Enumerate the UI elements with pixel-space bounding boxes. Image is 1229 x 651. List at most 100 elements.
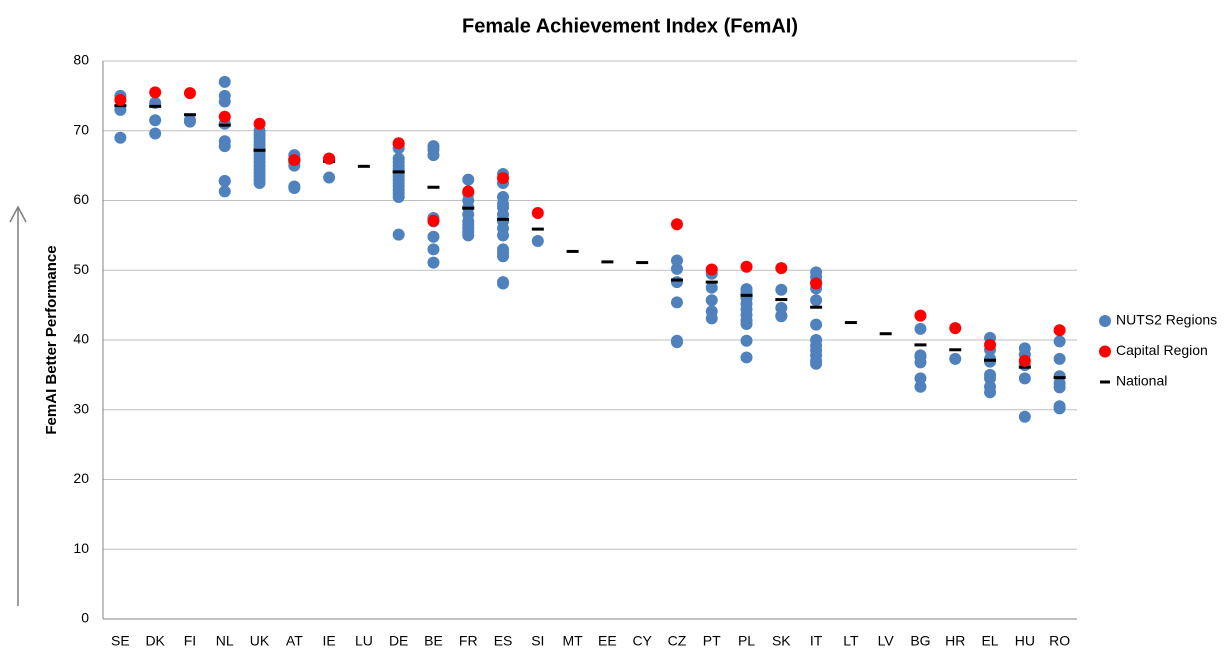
y-tick-label: 20 (73, 470, 89, 486)
dot (392, 228, 405, 241)
x-tick-label: FI (184, 633, 196, 649)
legend-label: Capital Region (1116, 342, 1208, 358)
dot (705, 263, 718, 276)
y-tick-label: 40 (73, 331, 89, 347)
dot (670, 218, 683, 231)
dot (670, 254, 683, 267)
dot (427, 243, 440, 256)
dot (218, 140, 231, 153)
x-tick-label: SE (111, 633, 130, 649)
dot (705, 281, 718, 294)
dot (705, 312, 718, 325)
national-mark (427, 185, 440, 189)
national-mark (740, 293, 753, 297)
dot (984, 386, 997, 399)
national-mark (914, 343, 927, 347)
dot (914, 356, 927, 369)
dot (323, 152, 336, 165)
dot (183, 87, 196, 100)
x-tick-label: DE (389, 633, 408, 649)
national-mark (810, 305, 823, 309)
legend-marker (1099, 315, 1111, 327)
y-tick-label: 60 (73, 191, 89, 207)
x-tick-label: HU (1015, 633, 1035, 649)
dot (183, 115, 196, 128)
dot (462, 173, 475, 186)
dot (740, 260, 753, 273)
x-tick-label: CZ (668, 633, 687, 649)
legend-marker (1099, 345, 1111, 358)
y-axis-label: FemAI Better Performance (43, 245, 60, 434)
x-tick-label: LU (355, 633, 373, 649)
dot (914, 322, 927, 335)
y-tick-label: 30 (73, 400, 89, 416)
dot (497, 250, 510, 263)
national-mark (879, 332, 892, 336)
dot (705, 294, 718, 307)
x-tick-label: IT (810, 633, 823, 649)
x-tick-label: IE (322, 633, 335, 649)
x-tick-label: SI (531, 633, 544, 649)
dot (531, 207, 544, 220)
dot (392, 137, 405, 150)
national-mark (775, 298, 788, 302)
dot (670, 336, 683, 349)
national-mark (392, 170, 405, 174)
x-tick-label: MT (562, 633, 583, 649)
national-mark (357, 164, 370, 168)
dot (218, 174, 231, 187)
dot (218, 185, 231, 198)
x-tick-label: RO (1049, 633, 1070, 649)
dot (670, 276, 683, 289)
x-tick-label: EL (981, 633, 998, 649)
dot (531, 234, 544, 247)
national-mark (1053, 376, 1066, 380)
dot (218, 110, 231, 123)
x-tick-label: ES (494, 633, 513, 649)
dot (149, 114, 162, 127)
dot (427, 256, 440, 269)
dot (218, 95, 231, 108)
national-mark (566, 249, 579, 253)
y-tick-label: 80 (73, 52, 89, 68)
dot (984, 372, 997, 385)
dot (253, 177, 266, 190)
dot (392, 191, 405, 204)
dot (497, 172, 510, 185)
dot (914, 372, 927, 385)
dot (775, 262, 788, 275)
dot (984, 338, 997, 351)
dot (1053, 381, 1066, 394)
x-tick-label: HR (945, 633, 965, 649)
x-tick-label: UK (250, 633, 270, 649)
dot (810, 294, 823, 307)
national-mark (949, 348, 962, 352)
dot (810, 277, 823, 290)
x-tick-label: SK (772, 633, 791, 649)
x-tick-label: EE (598, 633, 617, 649)
dot (114, 131, 127, 144)
dot (1018, 354, 1031, 367)
x-tick-label: LT (843, 633, 859, 649)
dot (949, 352, 962, 365)
national-mark (497, 217, 510, 221)
national-mark (844, 321, 857, 325)
dot (427, 214, 440, 227)
dot (1053, 324, 1066, 337)
dot (949, 322, 962, 335)
dot (462, 185, 475, 198)
dot (810, 357, 823, 370)
dot (253, 117, 266, 130)
dot (810, 318, 823, 331)
legend-label: NUTS2 Regions (1116, 312, 1217, 328)
y-tick-label: 10 (73, 540, 89, 556)
legend-label: National (1116, 373, 1167, 389)
dot (1053, 335, 1066, 348)
dot (914, 309, 927, 322)
x-tick-label: NL (216, 633, 234, 649)
national-mark (531, 227, 544, 231)
x-tick-label: AT (286, 633, 303, 649)
arrow-head (9, 205, 27, 223)
national-mark (149, 104, 162, 108)
dot (1018, 410, 1031, 423)
